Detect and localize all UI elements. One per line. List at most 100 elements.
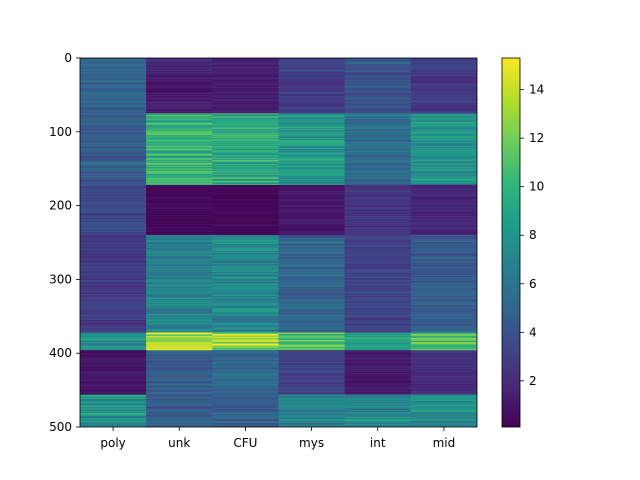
- heatmap-cell: [80, 326, 147, 328]
- heatmap-cell: [146, 68, 213, 70]
- heatmap-cell: [278, 400, 345, 402]
- heatmap-cell: [410, 297, 477, 299]
- heatmap-cell: [278, 286, 345, 288]
- heatmap-cell: [344, 234, 412, 236]
- heatmap-cell: [80, 202, 147, 204]
- heatmap-cell: [146, 286, 213, 288]
- heatmap-cell: [212, 361, 279, 363]
- heatmap-cell: [278, 320, 345, 322]
- heatmap-cell: [146, 137, 213, 139]
- heatmap-cell: [278, 255, 345, 257]
- heatmap-cell: [410, 265, 477, 267]
- heatmap-cell: [344, 324, 412, 326]
- heatmap-cell: [344, 350, 412, 352]
- heatmap-cell: [278, 332, 345, 334]
- heatmap-cell: [278, 79, 345, 81]
- heatmap-cell: [278, 374, 345, 376]
- heatmap-cell: [278, 73, 345, 75]
- heatmap-cell: [146, 67, 213, 69]
- heatmap-cell: [278, 328, 345, 330]
- heatmap-cell: [410, 109, 477, 111]
- heatmap-cell: [80, 360, 147, 362]
- heatmap-cell: [212, 365, 279, 367]
- heatmap-cell: [80, 134, 147, 136]
- heatmap-cell: [146, 365, 213, 367]
- heatmap-cell: [410, 334, 477, 336]
- heatmap-cell: [410, 242, 477, 244]
- heatmap-cell: [146, 167, 213, 170]
- heatmap-cell: [344, 94, 412, 96]
- heatmap-cell: [344, 274, 412, 277]
- heatmap-cell: [80, 317, 147, 319]
- heatmap-cell: [146, 172, 213, 174]
- heatmap-cell: [146, 179, 213, 181]
- heatmap-cell: [80, 238, 147, 240]
- heatmap-cell: [344, 304, 412, 306]
- heatmap-cell: [344, 88, 412, 91]
- heatmap-cell: [278, 215, 345, 217]
- heatmap-cell: [80, 224, 147, 226]
- heatmap-cell: [344, 412, 412, 414]
- heatmap-cell: [146, 294, 213, 296]
- heatmap-cell: [410, 173, 477, 175]
- heatmap-cell: [80, 294, 147, 296]
- heatmap-cell: [80, 241, 147, 243]
- heatmap-cell: [410, 345, 477, 347]
- colorbar-tick-label: 6: [529, 277, 537, 291]
- heatmap-cell: [344, 345, 412, 347]
- heatmap-cell: [146, 340, 213, 342]
- heatmap-cell: [80, 201, 147, 203]
- heatmap-cell: [212, 185, 279, 187]
- heatmap-cell: [410, 348, 477, 350]
- heatmap-cell: [344, 395, 412, 397]
- heatmap-cell: [146, 292, 213, 294]
- heatmap-cell: [410, 100, 477, 102]
- heatmap-cell: [80, 209, 147, 211]
- heatmap-cell: [278, 255, 345, 257]
- heatmap-cell: [410, 243, 477, 245]
- heatmap-cell: [212, 301, 279, 303]
- heatmap-cell: [212, 335, 279, 337]
- heatmap-cell: [410, 308, 477, 311]
- heatmap-cell: [410, 368, 477, 370]
- heatmap-cell: [278, 338, 345, 340]
- heatmap-cell: [344, 323, 412, 325]
- heatmap-cell: [278, 342, 345, 344]
- heatmap-cell: [80, 351, 147, 353]
- heatmap-cell: [80, 173, 147, 175]
- heatmap-cell: [410, 162, 477, 164]
- heatmap-cell: [278, 147, 345, 149]
- heatmap-cell: [80, 78, 147, 80]
- heatmap-cell: [80, 301, 147, 303]
- heatmap-cell: [278, 115, 345, 117]
- heatmap-cell: [146, 410, 213, 412]
- heatmap-cell: [278, 167, 345, 169]
- heatmap-cell: [146, 210, 213, 212]
- heatmap-cell: [344, 214, 412, 216]
- heatmap-cell: [410, 231, 477, 233]
- heatmap-cell: [278, 296, 345, 298]
- heatmap-cell: [212, 231, 279, 233]
- heatmap-cell: [278, 132, 345, 134]
- heatmap-cell: [80, 220, 147, 222]
- heatmap-cell: [410, 289, 477, 291]
- heatmap-cell: [212, 133, 279, 135]
- heatmap-cell: [146, 311, 213, 313]
- heatmap-cell: [146, 377, 213, 379]
- heatmap-cell: [146, 407, 213, 409]
- heatmap-cell: [344, 158, 412, 160]
- heatmap-cell: [410, 158, 477, 160]
- heatmap-cell: [278, 372, 345, 374]
- heatmap-cell: [80, 273, 147, 275]
- heatmap-cell: [80, 334, 147, 336]
- heatmap-cell: [80, 159, 147, 161]
- heatmap-cell: [278, 83, 345, 85]
- heatmap-cell: [344, 66, 412, 68]
- heatmap-cell: [212, 414, 279, 416]
- heatmap-cell: [278, 381, 345, 383]
- heatmap-cell: [344, 193, 412, 195]
- heatmap-cell: [278, 363, 345, 365]
- heatmap-cell: [80, 306, 147, 308]
- heatmap-cell: [344, 217, 412, 219]
- heatmap-cell: [146, 131, 213, 133]
